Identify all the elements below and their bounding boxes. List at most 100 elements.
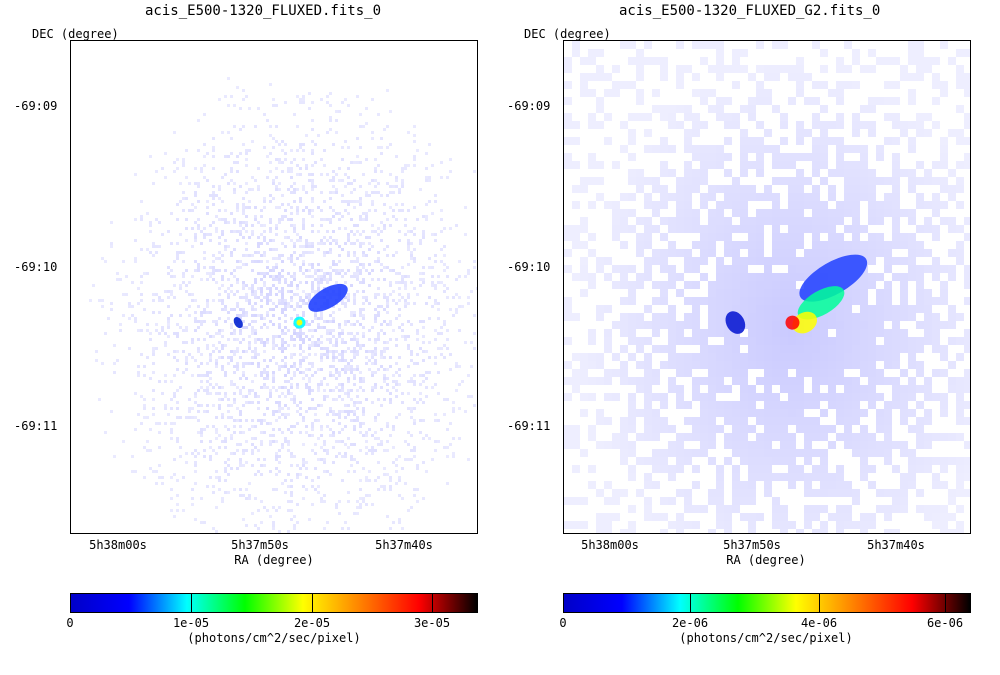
image-pixel xyxy=(668,441,676,449)
image-pixel xyxy=(756,441,764,449)
image-pixel xyxy=(386,515,389,518)
image-pixel xyxy=(254,524,257,527)
image-pixel xyxy=(155,347,158,350)
image-pixel xyxy=(828,249,836,257)
image-pixel xyxy=(684,489,692,497)
image-pixel xyxy=(964,49,970,57)
image-pixel xyxy=(293,275,296,278)
image-pixel xyxy=(173,422,176,425)
image-pixel xyxy=(251,233,254,236)
image-pixel xyxy=(956,49,964,57)
image-pixel xyxy=(269,287,272,290)
image-pixel xyxy=(398,326,401,329)
image-pixel xyxy=(392,521,395,524)
image-pixel xyxy=(740,417,748,425)
image-pixel xyxy=(263,383,266,386)
image-pixel xyxy=(245,401,248,404)
image-pixel xyxy=(389,191,392,194)
image-pixel xyxy=(269,359,272,362)
image-pixel xyxy=(868,217,876,225)
image-pixel xyxy=(652,481,660,489)
image-pixel xyxy=(748,497,756,505)
image-pixel xyxy=(338,308,341,311)
image-pixel xyxy=(404,167,407,170)
image-pixel xyxy=(185,329,188,332)
right-image-plot[interactable] xyxy=(563,40,971,534)
image-pixel xyxy=(353,338,356,341)
image-pixel xyxy=(580,409,588,417)
left-image-plot[interactable] xyxy=(70,40,478,534)
image-pixel xyxy=(197,305,200,308)
image-pixel xyxy=(161,476,164,479)
image-pixel xyxy=(964,401,970,409)
image-pixel xyxy=(860,65,868,73)
image-pixel xyxy=(684,401,692,409)
image-pixel xyxy=(410,350,413,353)
image-pixel xyxy=(812,489,820,497)
image-pixel xyxy=(242,365,245,368)
image-pixel xyxy=(692,321,700,329)
image-pixel xyxy=(296,239,299,242)
image-pixel xyxy=(440,209,443,212)
image-pixel xyxy=(916,201,924,209)
image-pixel xyxy=(332,320,335,323)
image-pixel xyxy=(892,137,900,145)
image-pixel xyxy=(668,353,676,361)
image-pixel xyxy=(212,185,215,188)
image-pixel xyxy=(353,383,356,386)
image-pixel xyxy=(200,380,203,383)
image-pixel xyxy=(233,221,236,224)
image-pixel xyxy=(167,413,170,416)
image-pixel xyxy=(317,242,320,245)
image-pixel xyxy=(368,338,371,341)
image-pixel xyxy=(281,275,284,278)
image-pixel xyxy=(260,338,263,341)
image-pixel xyxy=(410,434,413,437)
image-pixel xyxy=(317,284,320,287)
image-pixel xyxy=(170,422,173,425)
image-pixel xyxy=(305,467,308,470)
image-pixel xyxy=(780,409,788,417)
image-pixel xyxy=(732,433,740,441)
image-pixel xyxy=(314,419,317,422)
image-pixel xyxy=(110,245,113,248)
image-pixel xyxy=(876,201,884,209)
image-pixel xyxy=(203,227,206,230)
image-pixel xyxy=(692,353,700,361)
image-pixel xyxy=(900,345,908,353)
image-pixel xyxy=(224,491,227,494)
image-pixel xyxy=(341,389,344,392)
image-pixel xyxy=(884,337,892,345)
image-pixel xyxy=(233,353,236,356)
image-pixel xyxy=(293,251,296,254)
image-pixel xyxy=(716,409,724,417)
image-pixel xyxy=(716,289,724,297)
image-pixel xyxy=(860,337,868,345)
image-pixel xyxy=(311,398,314,401)
image-pixel xyxy=(380,146,383,149)
image-pixel xyxy=(209,455,212,458)
image-pixel xyxy=(876,321,884,329)
image-pixel xyxy=(652,145,660,153)
image-pixel xyxy=(377,338,380,341)
image-pixel xyxy=(344,410,347,413)
image-pixel xyxy=(296,206,299,209)
image-pixel xyxy=(884,265,892,273)
image-pixel xyxy=(748,233,756,241)
image-pixel xyxy=(812,361,820,369)
image-pixel xyxy=(780,529,788,533)
image-pixel xyxy=(287,302,290,305)
image-pixel xyxy=(203,233,206,236)
image-pixel xyxy=(206,212,209,215)
image-pixel xyxy=(338,353,341,356)
image-pixel xyxy=(359,185,362,188)
image-pixel xyxy=(272,428,275,431)
image-pixel xyxy=(604,337,612,345)
image-pixel xyxy=(275,188,278,191)
image-pixel xyxy=(473,260,476,263)
image-pixel xyxy=(347,377,350,380)
image-pixel xyxy=(176,416,179,419)
image-pixel xyxy=(416,464,419,467)
image-pixel xyxy=(724,217,732,225)
image-pixel xyxy=(344,242,347,245)
